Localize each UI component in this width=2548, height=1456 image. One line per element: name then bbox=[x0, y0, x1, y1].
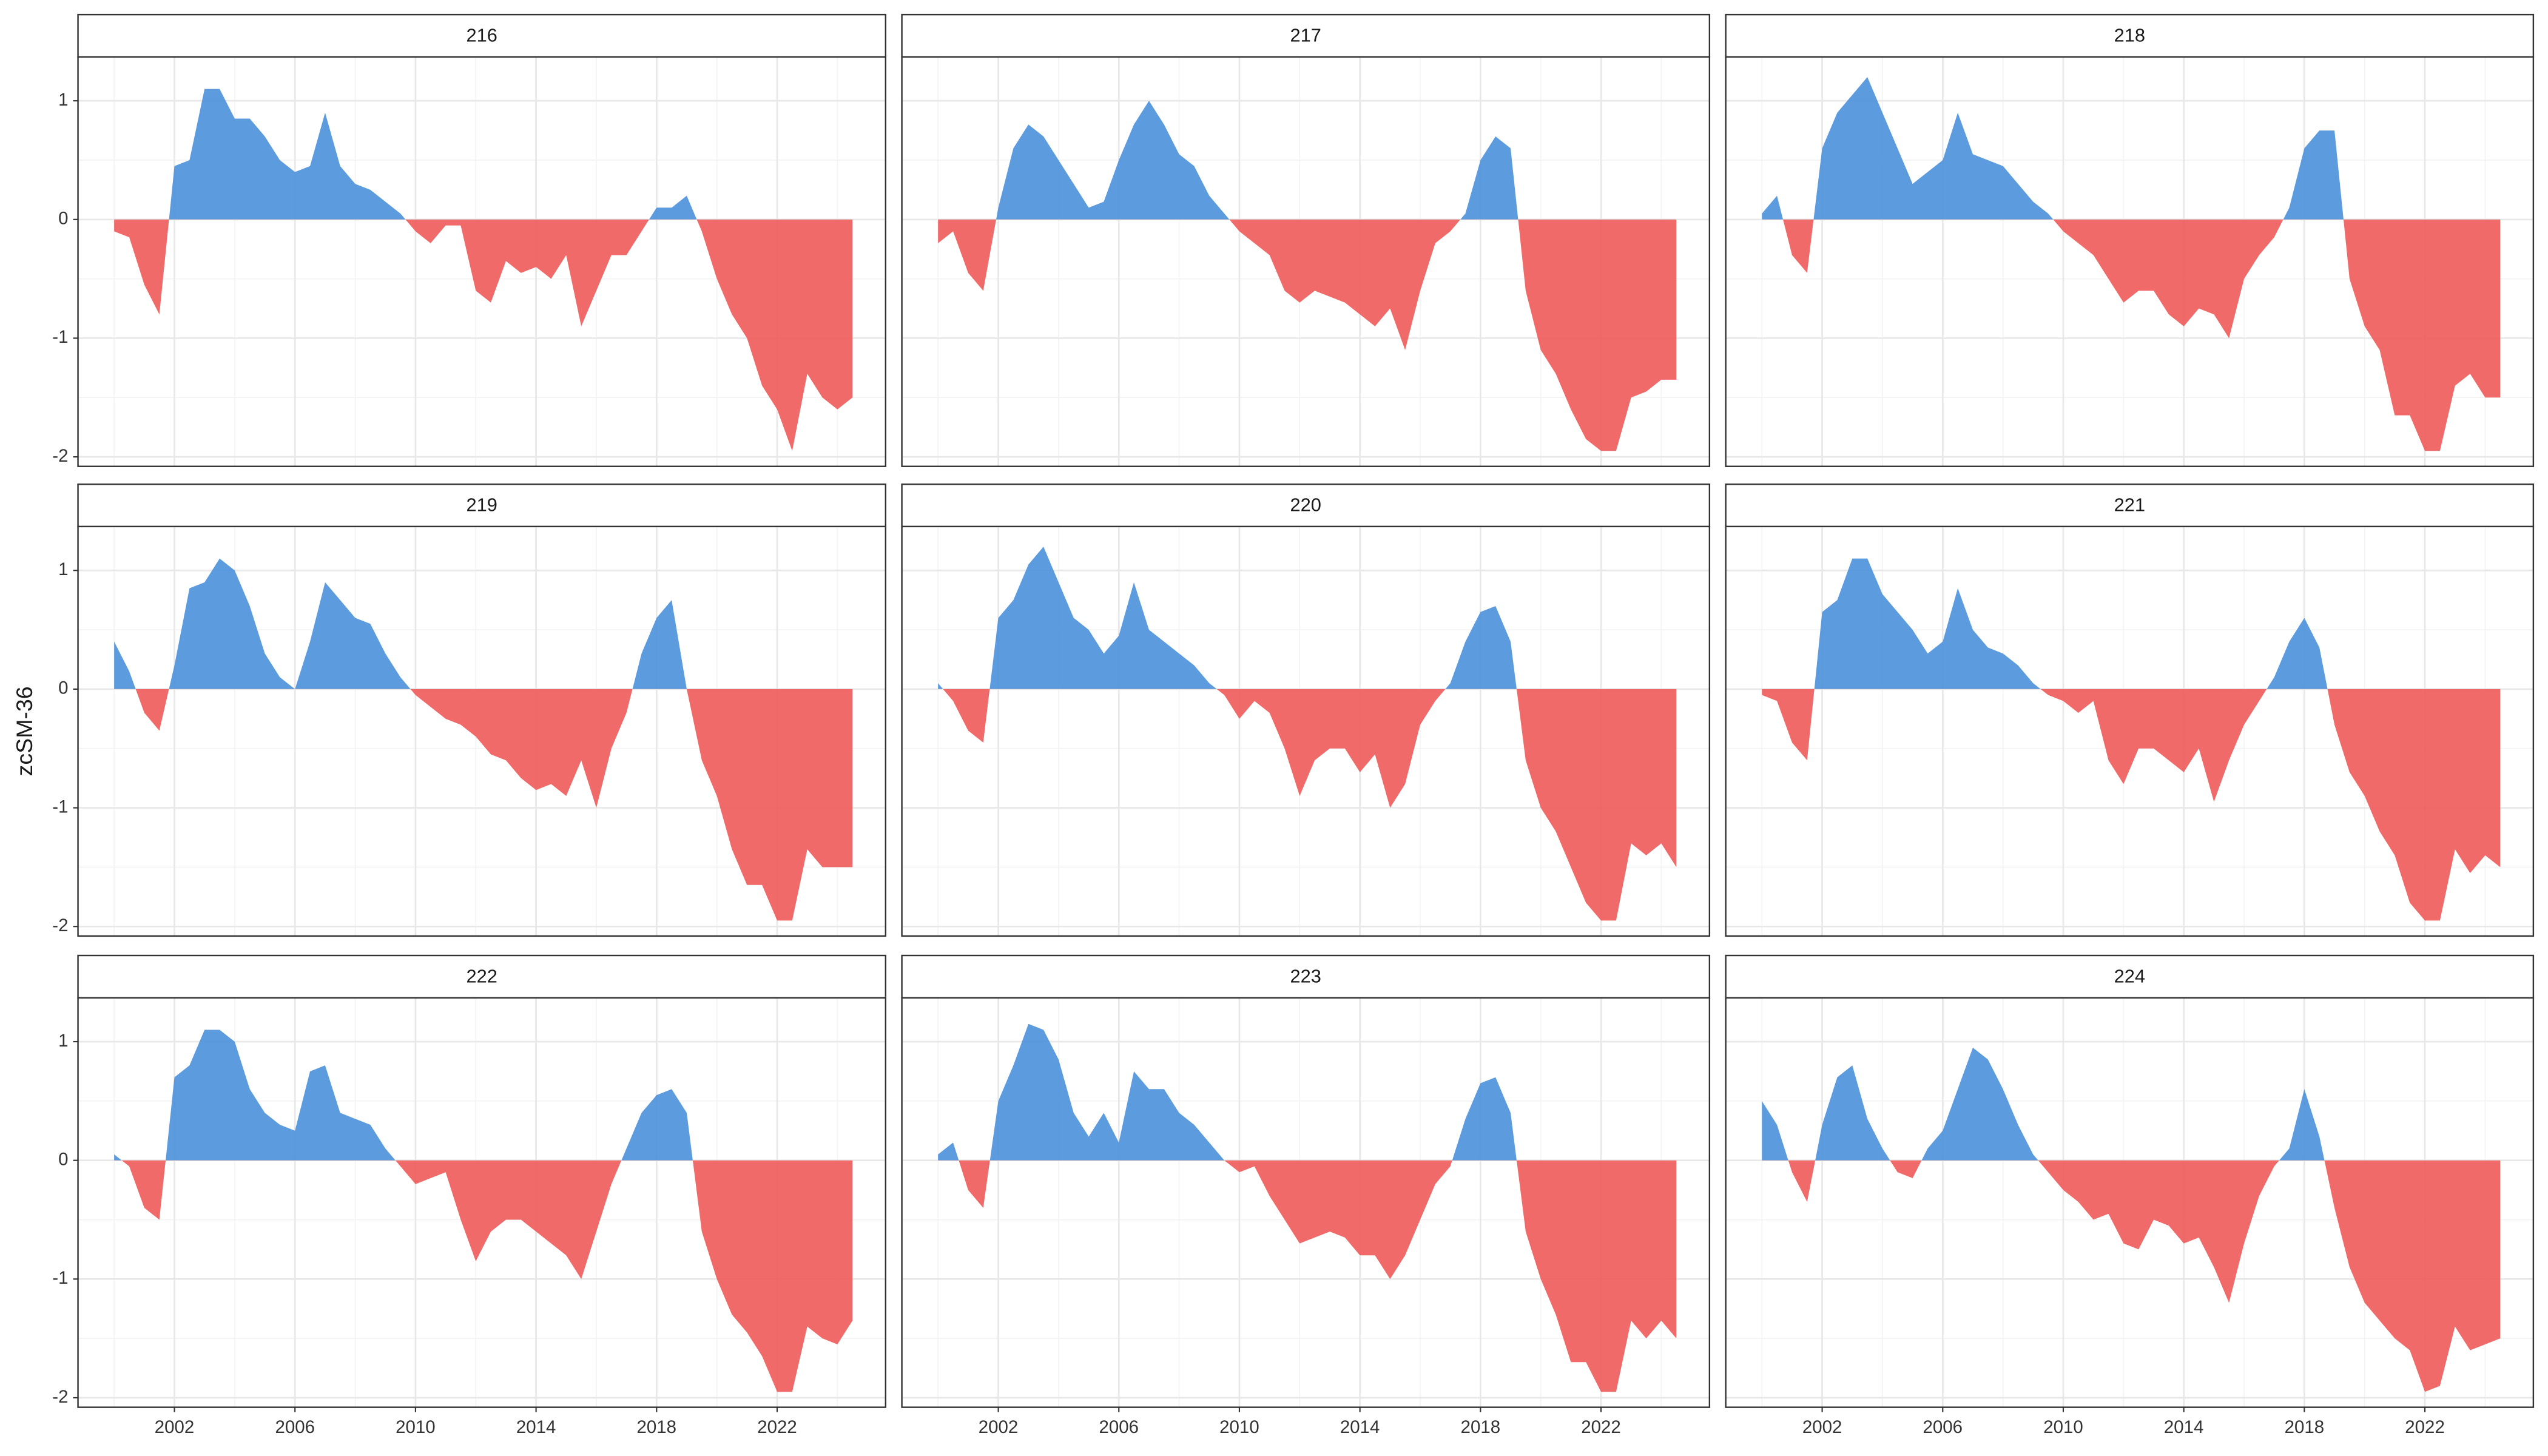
x-tick-label: 2018 bbox=[2285, 1417, 2325, 1437]
strip bbox=[901, 484, 1711, 528]
y-tick-label: -1 bbox=[52, 327, 68, 347]
x-tick-label: 2022 bbox=[757, 1417, 797, 1437]
y-tick-label: -2 bbox=[52, 915, 68, 935]
area-positive bbox=[996, 101, 1518, 220]
strip-title: 223 bbox=[1290, 965, 1321, 986]
area-negative bbox=[114, 1160, 853, 1392]
x-tick-label: 2014 bbox=[516, 1417, 556, 1437]
area-negative bbox=[938, 689, 1677, 921]
x-tick-label: 2002 bbox=[1802, 1417, 1842, 1437]
area-negative bbox=[938, 219, 1677, 451]
strip-title: 220 bbox=[1290, 494, 1321, 516]
area-positive bbox=[938, 1023, 1517, 1161]
area-negative bbox=[1762, 1160, 2501, 1392]
y-tick-label: -1 bbox=[52, 797, 68, 817]
y-tick-label: 0 bbox=[58, 209, 68, 229]
y-axis-label: zcSM-36 bbox=[12, 686, 37, 776]
x-tick-label: 2006 bbox=[1923, 1417, 1963, 1437]
area-positive bbox=[1814, 558, 2328, 689]
strip bbox=[901, 13, 1711, 58]
strip bbox=[1725, 484, 2535, 528]
area-positive bbox=[1762, 1047, 2325, 1161]
y-tick-label: -2 bbox=[52, 1387, 68, 1407]
strip bbox=[77, 484, 887, 528]
area-positive bbox=[114, 558, 687, 689]
y-tick-label: -1 bbox=[52, 1268, 68, 1288]
area-positive bbox=[114, 1030, 693, 1161]
strip-title: 219 bbox=[467, 494, 497, 516]
area-positive bbox=[938, 547, 1517, 689]
strip bbox=[77, 954, 887, 999]
x-tick-label: 2022 bbox=[1581, 1417, 1621, 1437]
strip-title: 221 bbox=[2114, 494, 2145, 516]
strip-title: 224 bbox=[2114, 965, 2145, 986]
strip-title: 222 bbox=[467, 965, 497, 986]
area-negative bbox=[114, 689, 853, 921]
strip-title: 218 bbox=[2114, 24, 2145, 46]
x-tick-label: 2018 bbox=[1461, 1417, 1501, 1437]
x-tick-label: 2006 bbox=[275, 1417, 315, 1437]
strip bbox=[77, 13, 887, 58]
area-negative bbox=[938, 1160, 1677, 1392]
y-tick-label: 0 bbox=[58, 1149, 68, 1169]
x-tick-label: 2014 bbox=[2164, 1417, 2204, 1437]
x-tick-label: 2022 bbox=[2405, 1417, 2445, 1437]
area-positive bbox=[169, 89, 697, 220]
strip bbox=[1725, 13, 2535, 58]
area-positive bbox=[1762, 77, 2344, 220]
x-tick-label: 2018 bbox=[637, 1417, 677, 1437]
strip-title: 216 bbox=[467, 24, 497, 46]
x-tick-label: 2002 bbox=[155, 1417, 195, 1437]
strip-title: 217 bbox=[1290, 24, 1321, 46]
strip bbox=[901, 954, 1711, 999]
x-tick-label: 2010 bbox=[1219, 1417, 1259, 1437]
x-tick-label: 2010 bbox=[396, 1417, 436, 1437]
y-tick-label: 1 bbox=[58, 559, 68, 579]
x-tick-label: 2014 bbox=[1340, 1417, 1380, 1437]
strip bbox=[1725, 954, 2535, 999]
area-negative bbox=[1762, 219, 2501, 451]
x-tick-label: 2006 bbox=[1099, 1417, 1139, 1437]
x-tick-label: 2002 bbox=[979, 1417, 1019, 1437]
area-negative bbox=[1762, 689, 2501, 921]
x-tick-label: 2010 bbox=[2043, 1417, 2083, 1437]
y-tick-label: 0 bbox=[58, 678, 68, 698]
area-negative bbox=[114, 219, 853, 451]
y-tick-label: -2 bbox=[52, 446, 68, 466]
y-tick-label: 1 bbox=[58, 90, 68, 110]
y-tick-label: 1 bbox=[58, 1031, 68, 1051]
